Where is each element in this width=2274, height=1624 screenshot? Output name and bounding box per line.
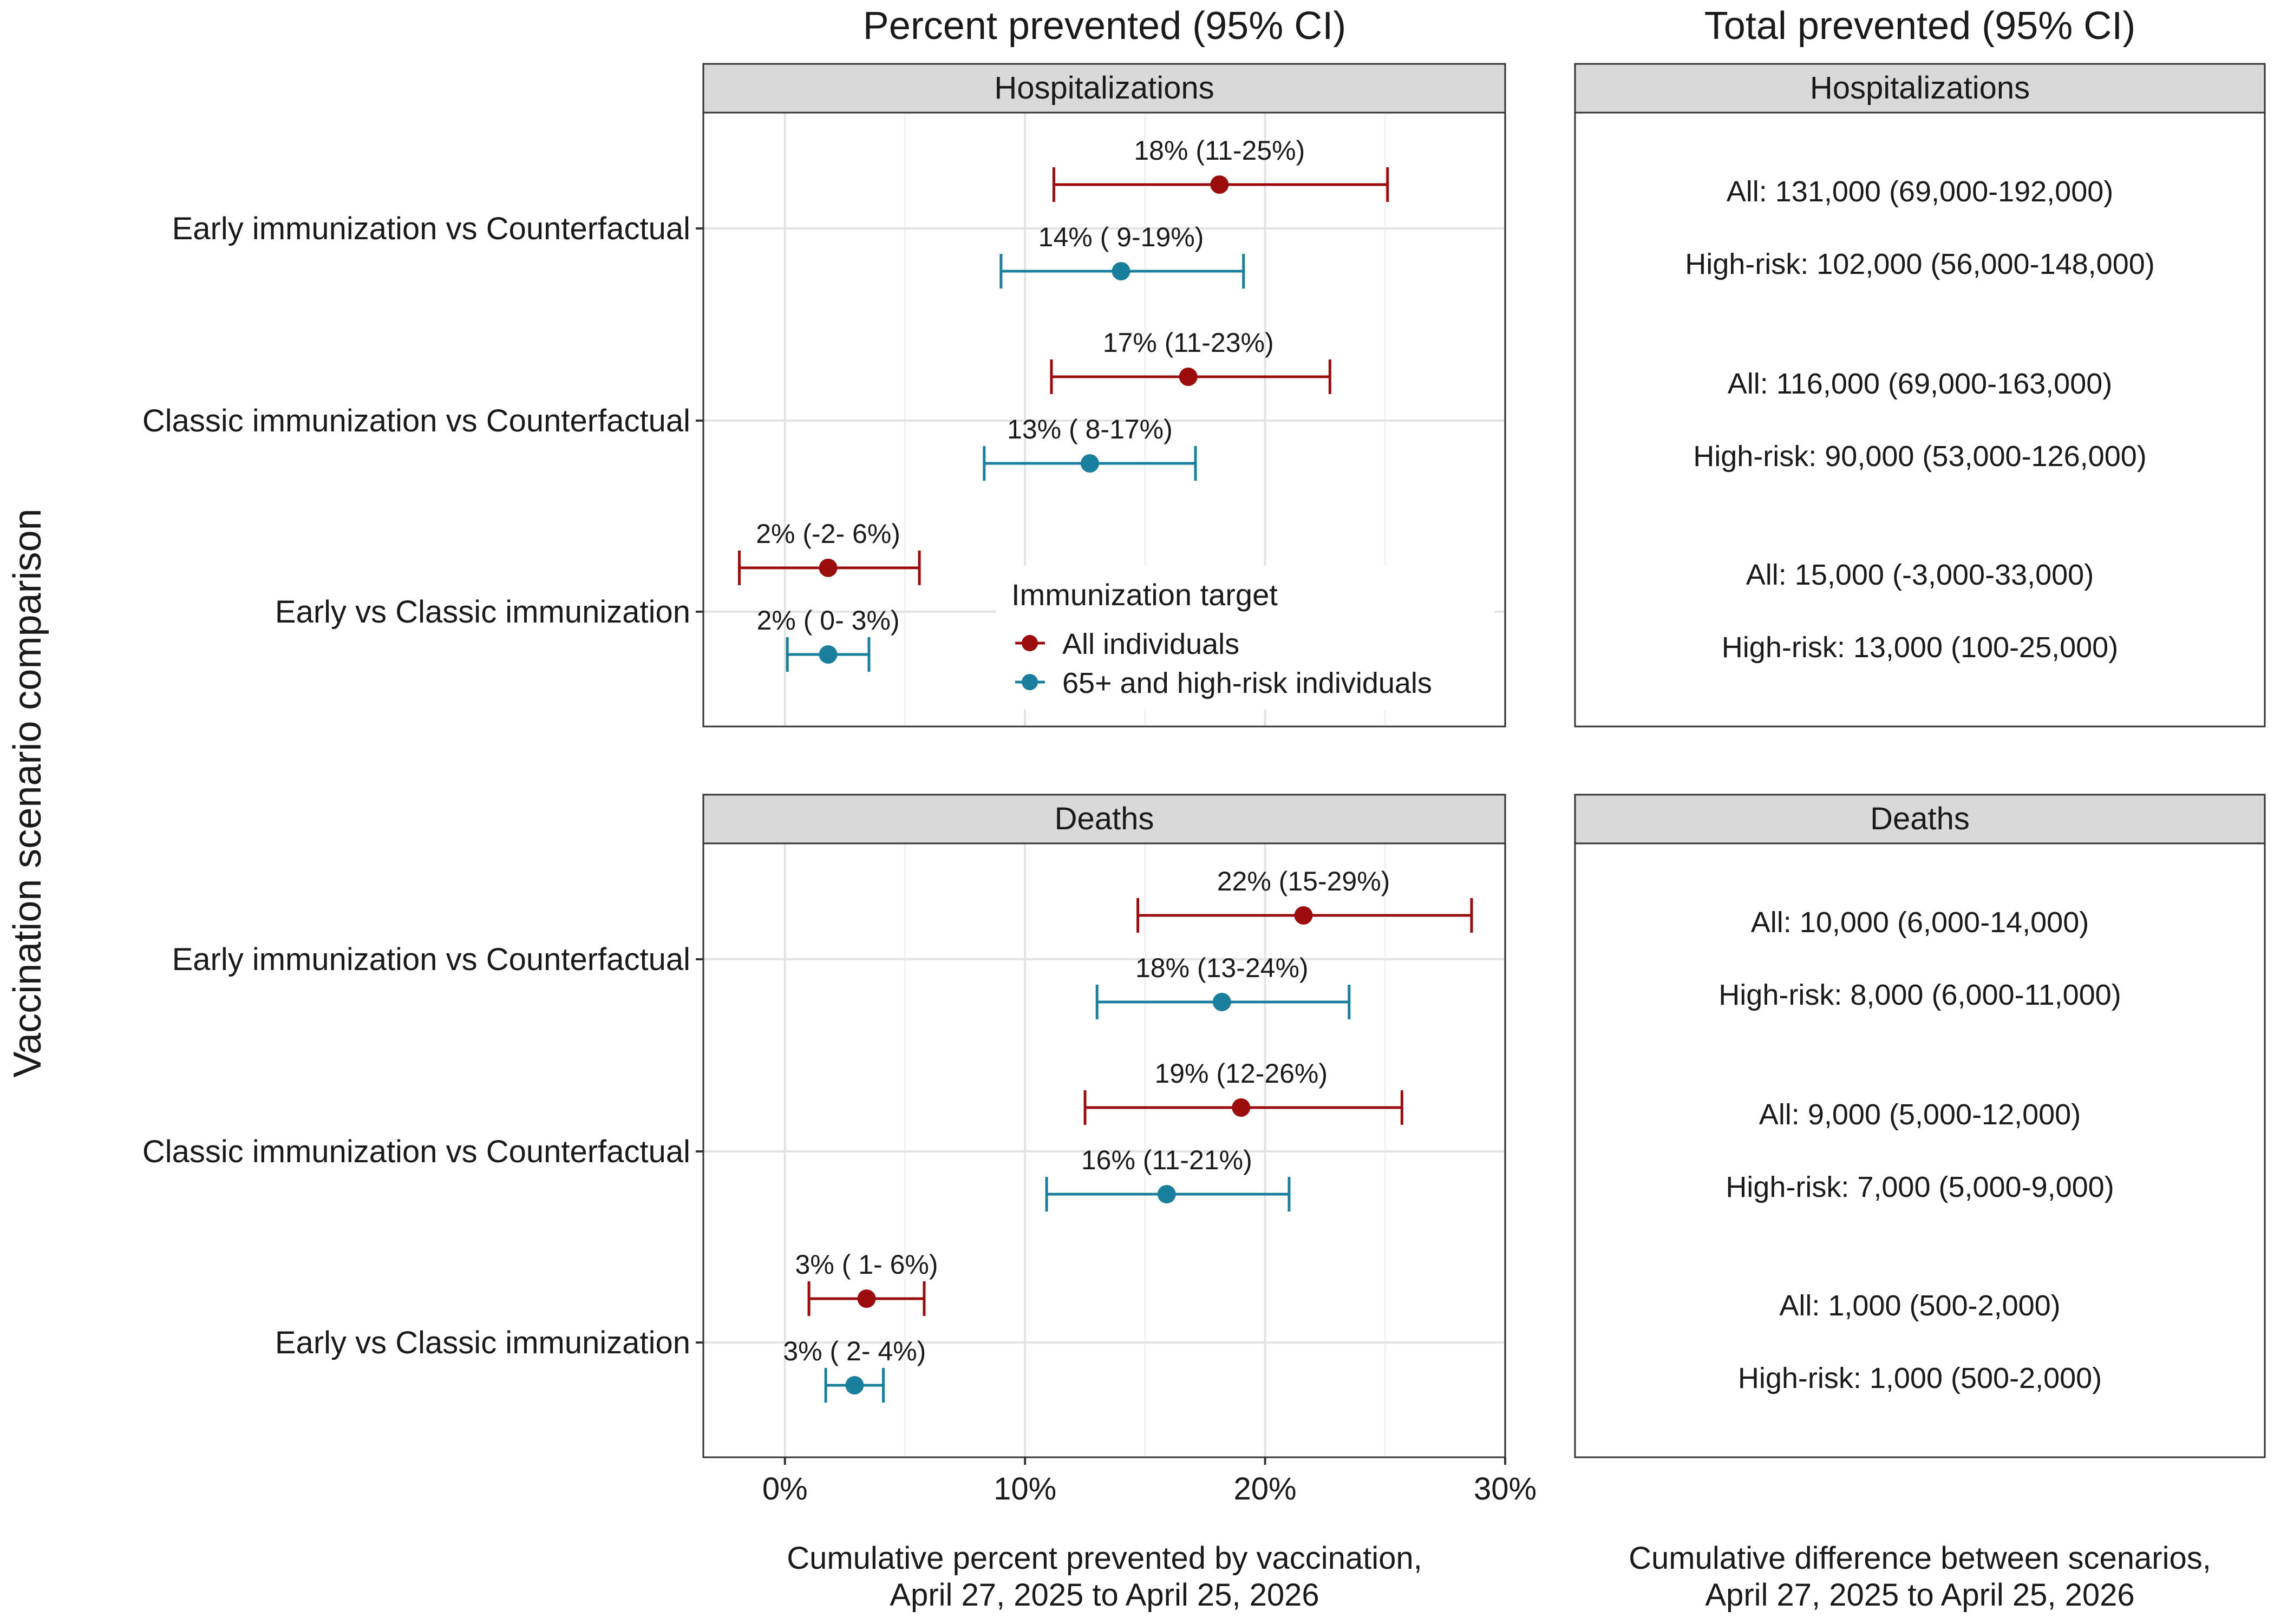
panel-border-right — [1574, 842, 2266, 1458]
x-tick-label: 30% — [1474, 1471, 1537, 1507]
y-tick-label: Early immunization vs Counterfactual — [172, 942, 690, 977]
y-axis-title: Vaccination scenario comparison — [6, 508, 49, 1077]
data-label: 17% (11-23%) — [1103, 328, 1274, 358]
total-high-risk-label: High-risk: 102,000 (56,000-148,000) — [1685, 248, 2155, 280]
legend-title: Immunization target — [1011, 578, 1278, 612]
data-label: 3% ( 1- 6%) — [795, 1249, 938, 1280]
data-label: 16% (11-21%) — [1081, 1145, 1252, 1175]
data-label: 3% ( 2- 4%) — [783, 1336, 926, 1366]
strip-label-left: Hospitalizations — [994, 70, 1214, 106]
point-estimate — [1210, 175, 1229, 194]
point-estimate — [857, 1289, 876, 1308]
legend-box — [996, 566, 1494, 709]
column-title-right: Total prevented (95% CI) — [1704, 4, 2135, 48]
x-axis-title-left-line1: Cumulative percent prevented by vaccinat… — [787, 1541, 1422, 1576]
data-label: 14% ( 9-19%) — [1038, 222, 1204, 252]
total-all-label: All: 1,000 (500-2,000) — [1779, 1289, 2060, 1322]
legend-label: 65+ and high-risk individuals — [1062, 667, 1432, 699]
panel-border-right — [1574, 112, 2266, 728]
total-all-label: All: 131,000 (69,000-192,000) — [1727, 175, 2114, 208]
strip-left — [702, 794, 1506, 844]
point-estimate — [1179, 368, 1198, 386]
total-high-risk-label: High-risk: 90,000 (53,000-126,000) — [1693, 440, 2147, 473]
panels-layer: Early immunization vs Counterfactual Clas… — [142, 63, 2266, 1507]
x-axis-title-right-line2: April 27, 2025 to April 25, 2026 — [1705, 1577, 2134, 1613]
total-all-label: All: 9,000 (5,000-12,000) — [1759, 1098, 2081, 1131]
total-high-risk-label: High-risk: 13,000 (100-25,000) — [1722, 631, 2118, 664]
data-label: 13% ( 8-17%) — [1007, 414, 1173, 444]
point-estimate — [1080, 454, 1099, 473]
y-tick-label: Early vs Classic immunization — [275, 1325, 690, 1360]
total-high-risk-label: High-risk: 8,000 (6,000-11,000) — [1718, 979, 2121, 1011]
legend-key-dot — [1022, 674, 1038, 690]
data-label: 2% ( 0- 3%) — [757, 605, 900, 636]
column-title-left: Percent prevented (95% CI) — [863, 4, 1346, 48]
point-estimate — [845, 1376, 864, 1394]
data-label: 2% (-2- 6%) — [756, 519, 900, 549]
x-tick-label: 20% — [1234, 1471, 1297, 1507]
panel-border-left — [702, 112, 1506, 728]
y-tick-label: Classic immunization vs Counterfactual — [142, 1134, 690, 1169]
x-axis-title-right-line1: Cumulative difference between scenarios, — [1629, 1541, 2211, 1576]
point-estimate — [1212, 993, 1231, 1011]
data-label: 18% (13-24%) — [1135, 953, 1309, 983]
data-label: 22% (15-29%) — [1217, 866, 1390, 896]
total-high-risk-label: High-risk: 7,000 (5,000-9,000) — [1726, 1171, 2114, 1203]
x-axis-title-left-line2: April 27, 2025 to April 25, 2026 — [890, 1577, 1319, 1613]
x-tick-label: 10% — [994, 1471, 1056, 1507]
data-label: 18% (11-25%) — [1134, 135, 1305, 166]
y-tick-label: Classic immunization vs Counterfactual — [142, 403, 690, 438]
point-estimate — [819, 559, 838, 577]
data-label: 19% (12-26%) — [1154, 1058, 1328, 1089]
total-all-label: All: 10,000 (6,000-14,000) — [1751, 906, 2089, 939]
point-estimate — [1112, 262, 1131, 280]
legend-label: All individuals — [1062, 628, 1239, 660]
panel-border-left — [702, 842, 1506, 1458]
total-all-label: All: 116,000 (69,000-163,000) — [1728, 368, 2113, 400]
point-estimate — [1157, 1185, 1176, 1203]
strip-label-right: Deaths — [1870, 801, 1970, 836]
total-high-risk-label: High-risk: 1,000 (500-2,000) — [1738, 1362, 2102, 1394]
strip-right — [1574, 63, 2266, 114]
x-tick-label: 0% — [762, 1471, 808, 1507]
point-estimate — [1294, 906, 1313, 925]
legend-key-dot — [1022, 635, 1038, 651]
point-estimate — [819, 645, 838, 664]
total-all-label: All: 15,000 (-3,000-33,000) — [1746, 559, 2094, 591]
y-tick-label: Early immunization vs Counterfactual — [172, 211, 690, 246]
strip-label-left: Deaths — [1055, 801, 1154, 836]
strip-label-right: Hospitalizations — [1810, 70, 2030, 106]
y-tick-label: Early vs Classic immunization — [275, 594, 690, 630]
point-estimate — [1232, 1098, 1251, 1117]
strip-right — [1574, 794, 2266, 844]
